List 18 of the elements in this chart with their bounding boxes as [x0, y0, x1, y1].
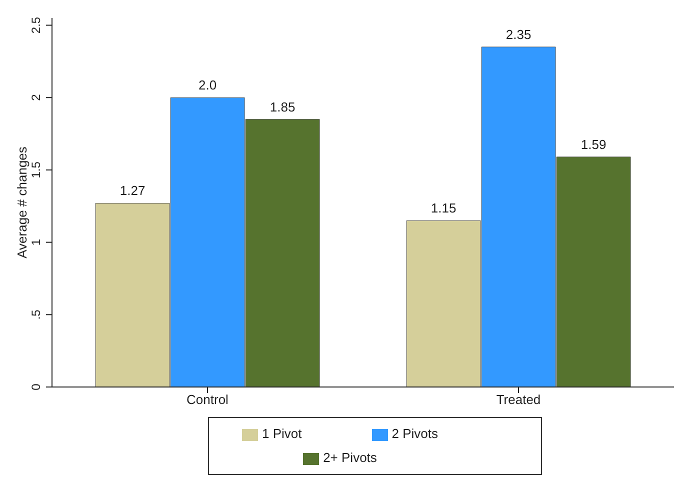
legend-label: 2+ Pivots	[323, 450, 377, 465]
data-label: 1.27	[120, 183, 146, 198]
y-tick-label: 2	[29, 94, 43, 101]
data-label: 2.0	[198, 78, 217, 93]
data-label: 1.15	[430, 200, 456, 216]
legend-label: 1 Pivot	[262, 426, 302, 441]
x-tick-label: Control	[186, 392, 229, 408]
y-tick-label: 1.5	[29, 161, 43, 178]
y-tick-label: .5	[29, 309, 43, 320]
y-axis-title: Average # changes	[14, 146, 30, 258]
y-tick-label: 2.5	[29, 16, 43, 34]
y-tick-label: 0	[29, 383, 43, 390]
data-label: 1.85	[270, 99, 296, 114]
x-tick-label: Treated	[496, 392, 541, 408]
data-label: 1.59	[580, 136, 606, 152]
data-label: 2.35	[506, 26, 532, 42]
legend-label: 2 Pivots	[392, 426, 438, 441]
y-tick-label: 1	[29, 238, 43, 246]
